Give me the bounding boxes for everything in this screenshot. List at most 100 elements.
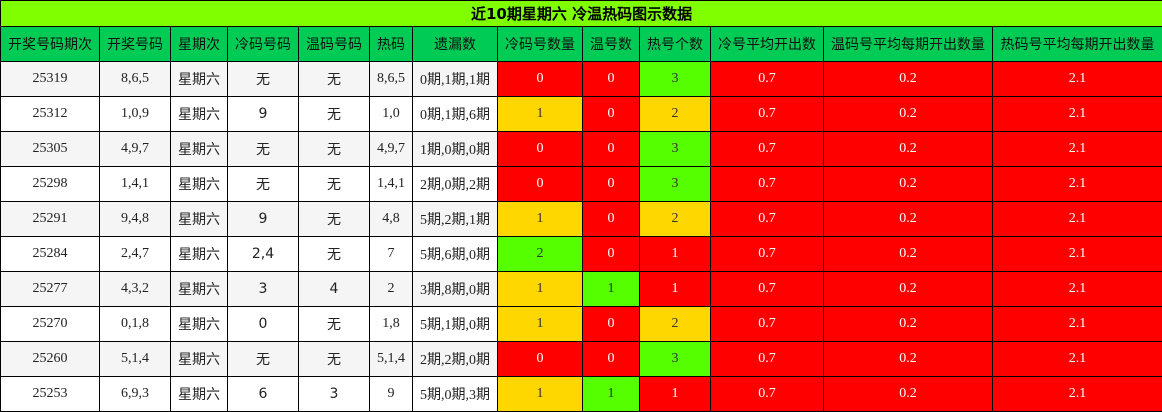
cell-warm-avg: 0.2 [823,96,993,132]
cell-draw-numbers: 1,0,9 [99,96,171,132]
table-row: 25298 1,4,1 星期六无无 1,4,1 2期,0期,2期 0 0 3 0.7 0.2 2.1 [0,166,1162,202]
cell-hot-avg: 2.1 [991,201,1162,237]
cell-issue: 25270 [0,306,100,342]
cell-warm-avg: 0.2 [823,341,993,377]
cell-weekday: 星期六 [170,376,228,412]
cell-warm-count: 0 [582,306,640,342]
cell-cold-avg: 0.7 [710,341,824,377]
cell-cold-count: 2 [497,236,583,272]
cell-cold-count: 0 [497,166,583,202]
table-row: 25319 8,6,5 星期六无无 8,6,5 0期,1期,1期 0 0 3 0.7 0.2 2.1 [0,61,1162,97]
cell-cold-numbers: 无 [227,131,299,167]
cell-cold-numbers: 9 [227,201,299,237]
cell-issue: 25298 [0,166,100,202]
cell-warm-numbers: 3 [298,376,370,412]
column-header-hot-count: 热号个数 [639,26,711,62]
cell-cold-count: 1 [497,201,583,237]
cell-warm-numbers: 无 [298,96,370,132]
cell-hot-avg: 2.1 [991,236,1162,272]
cell-hot-avg: 2.1 [991,166,1162,202]
cell-miss-count: 2期,2期,0期 [412,341,498,377]
cell-cold-count: 1 [497,306,583,342]
cell-warm-numbers: 无 [298,61,370,97]
cell-warm-avg: 0.2 [823,61,993,97]
table-row: 25270 0,1,8 星期六 0 无 1,8 5期,1期,0期 1 0 2 0.7 0.2 2.1 [0,306,1162,342]
cell-hot-count: 2 [639,306,711,342]
cell-hot-numbers: 1,8 [369,306,413,342]
cell-warm-numbers: 无 [298,166,370,202]
cell-miss-count: 5期,2期,1期 [412,201,498,237]
cell-warm-avg: 0.2 [823,201,993,237]
cell-issue: 25319 [0,61,100,97]
cell-cold-numbers: 0 [227,306,299,342]
cell-cold-avg: 0.7 [710,271,824,307]
cell-warm-count: 0 [582,341,640,377]
column-header-warm-numbers: 温码号码 [298,26,370,62]
cell-cold-count: 0 [497,131,583,167]
table-row: 25284 2,4,7 星期六 2,4 无 7 5期,6期,0期 2 0 1 0.7 0.2 2.1 [0,236,1162,272]
cell-weekday: 星期六 [170,271,228,307]
table-row: 25277 4,3,2 星期六 3 4 2 3期,8期,0期 1 1 1 0.7 0.2 2.1 [0,271,1162,307]
cell-hot-count: 2 [639,96,711,132]
cell-hot-avg: 2.1 [991,341,1162,377]
cell-warm-numbers: 无 [298,131,370,167]
cell-cold-count: 0 [497,341,583,377]
cell-cold-count: 1 [497,376,583,412]
column-header-issue: 开奖号码期次 [0,26,100,62]
cell-weekday: 星期六 [170,96,228,132]
column-header-hot-numbers: 热码 [369,26,413,62]
column-header-cold-count: 冷码号数量 [497,26,583,62]
cell-cold-avg: 0.7 [710,376,824,412]
cell-hot-numbers: 2 [369,271,413,307]
cell-hot-numbers: 1,4,1 [369,166,413,202]
cell-cold-avg: 0.7 [710,61,824,97]
cell-miss-count: 1期,0期,0期 [412,131,498,167]
cell-hot-numbers: 7 [369,236,413,272]
table-row: 25253 6,9,3 星期六 6 3 9 5期,0期,3期 1 1 1 0.7 0.2 2.1 [0,376,1162,412]
column-header-warm-avg: 温码号平均每期开出数量 [823,26,993,62]
cell-hot-avg: 2.1 [991,271,1162,307]
cell-cold-avg: 0.7 [710,201,824,237]
cell-draw-numbers: 5,1,4 [99,341,171,377]
cell-issue: 25260 [0,341,100,377]
cell-hot-count: 1 [639,236,711,272]
cell-hot-numbers: 5,1,4 [369,341,413,377]
cell-miss-count: 0期,1期,1期 [412,61,498,97]
cell-issue: 25291 [0,201,100,237]
table-row: 25305 4,9,7 星期六无无 4,9,7 1期,0期,0期 0 0 3 0.7 0.2 2.1 [0,131,1162,167]
cell-hot-numbers: 9 [369,376,413,412]
cell-cold-avg: 0.7 [710,236,824,272]
cell-hot-count: 3 [639,61,711,97]
table-row: 25312 1,0,9 星期六 9 无 1,0 0期,1期,6期 1 0 2 0.7 0.2 2.1 [0,96,1162,132]
cell-warm-numbers: 无 [298,201,370,237]
cell-warm-count: 1 [582,376,640,412]
table-title: 近10期星期六 冷温热码图示数据 [0,0,1162,27]
cell-cold-count: 1 [497,96,583,132]
cell-cold-count: 0 [497,61,583,97]
cell-warm-avg: 0.2 [823,131,993,167]
cell-miss-count: 0期,1期,6期 [412,96,498,132]
cell-miss-count: 5期,6期,0期 [412,236,498,272]
column-header-draw-numbers: 开奖号码 [99,26,171,62]
cell-issue: 25305 [0,131,100,167]
cell-hot-numbers: 8,6,5 [369,61,413,97]
cell-weekday: 星期六 [170,201,228,237]
cell-cold-numbers: 2,4 [227,236,299,272]
cell-miss-count: 2期,0期,2期 [412,166,498,202]
cell-hot-avg: 2.1 [991,96,1162,132]
cell-weekday: 星期六 [170,61,228,97]
cell-warm-numbers: 无 [298,236,370,272]
cell-cold-avg: 0.7 [710,131,824,167]
cell-warm-count: 0 [582,166,640,202]
cell-weekday: 星期六 [170,166,228,202]
cell-weekday: 星期六 [170,236,228,272]
column-header-hot-avg: 热码号平均每期开出数量 [991,26,1162,62]
cell-warm-count: 0 [582,131,640,167]
cell-cold-avg: 0.7 [710,166,824,202]
cell-draw-numbers: 8,6,5 [99,61,171,97]
table-row: 25291 9,4,8 星期六 9 无 4,8 5期,2期,1期 1 0 2 0.7 0.2 2.1 [0,201,1162,237]
cell-warm-numbers: 无 [298,306,370,342]
cell-hot-avg: 2.1 [991,376,1162,412]
cell-hot-count: 3 [639,166,711,202]
